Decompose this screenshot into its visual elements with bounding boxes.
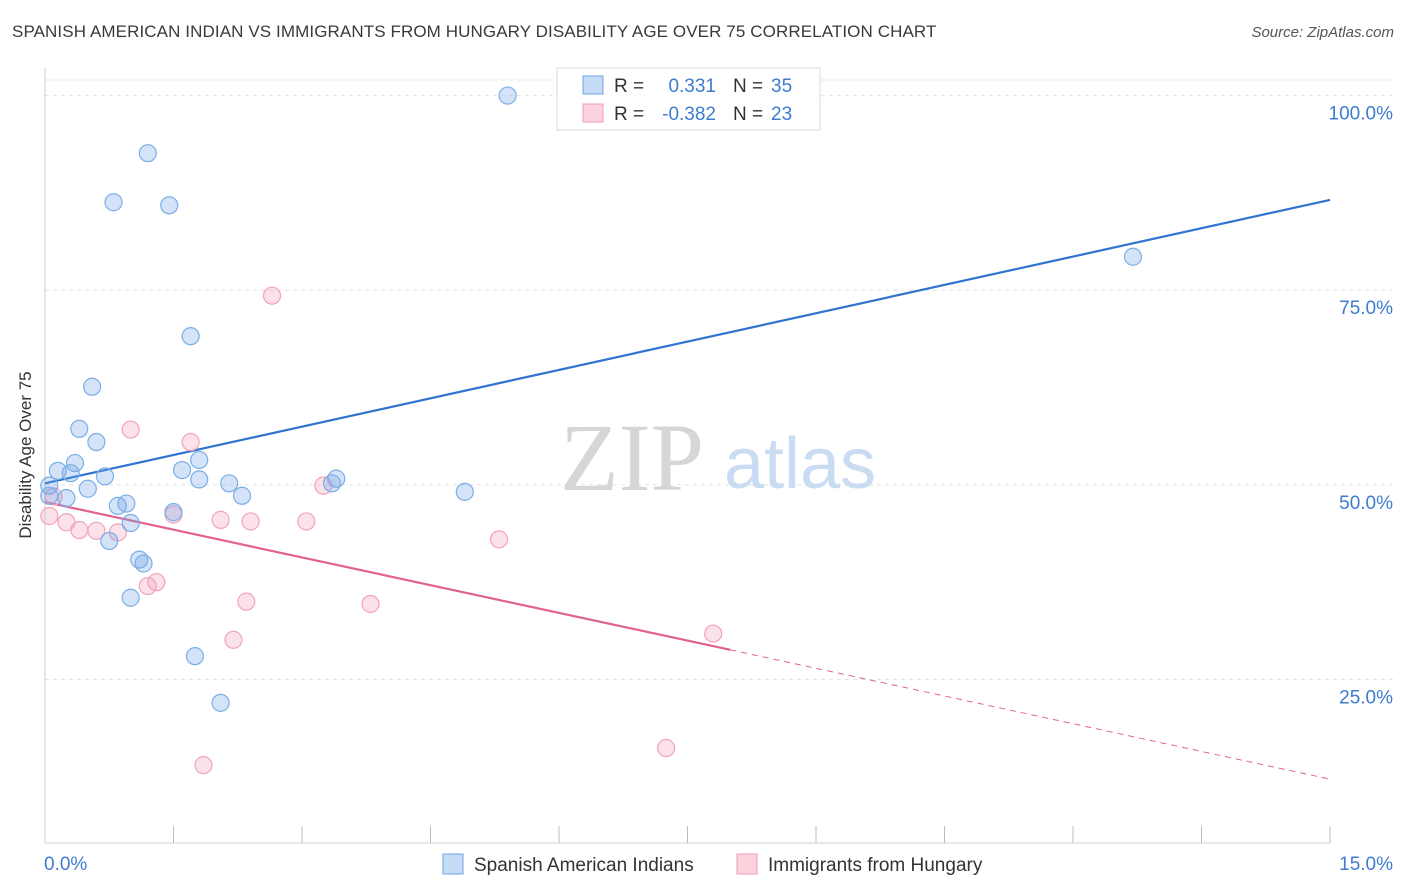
axes: 25.0% 50.0% 75.0% 100.0% 0.0% 15.0% [44,68,1393,875]
source-credit: Source: ZipAtlas.com [1251,24,1394,41]
x-tick-label-min: 0.0% [44,854,87,875]
legend-swatch-pink [582,103,604,123]
legend-r-value-1: 0.331 [668,76,716,97]
blue-point-19 [40,476,59,495]
blue-point-12 [61,464,80,483]
series-legend: Spanish American Indians Immigrants from… [442,853,983,876]
pink-point-16 [138,576,157,596]
legend-r-label-2: R = [614,104,644,125]
blue-point-2 [104,193,123,212]
blue-point-20 [78,479,97,498]
pink-point-1 [121,420,140,439]
blue-point-31 [134,554,153,573]
blue-point-4 [1123,247,1143,266]
watermark: ZIP atlas [560,404,876,511]
blue-point-6 [83,377,102,396]
blue-point-0 [498,86,517,105]
pink-point-0 [262,286,282,305]
blue-point-15 [190,470,209,489]
watermark-zip: ZIP [560,404,704,511]
stats-legend: R = 0.331 N = 35 R = -0.382 N = 23 [556,67,821,131]
blue-point-9 [65,453,85,473]
blue-point-1 [138,144,157,163]
y-tick-label-75: 75.0% [1339,298,1393,319]
trend-lines [44,198,1331,780]
blue-point-27 [164,503,183,522]
blue-point-13 [95,467,115,486]
series-legend-swatch-pink [736,853,758,875]
series-legend-label-blue: Spanish American Indians [474,855,694,876]
blue-point-7 [70,419,89,438]
pink-trend-line-extension [730,649,1331,780]
series-legend-swatch-blue [442,853,464,875]
y-tick-label-50: 50.0% [1339,493,1393,514]
blue-point-22 [57,488,76,508]
pink-point-18 [361,594,380,614]
pink-point-2 [181,432,200,452]
blue-point-16 [220,474,239,493]
pink-point-17 [237,592,256,611]
legend-r-value-2: -0.382 [662,104,716,125]
blue-point-29 [100,531,119,551]
legend-n-value-1: 35 [771,76,792,97]
blue-point-8 [87,432,106,452]
pink-point-21 [656,738,676,758]
legend-swatch-blue [582,75,604,95]
pink-point-9 [241,512,260,531]
blue-point-28 [121,513,140,533]
blue-point-10 [190,450,209,470]
pink-point-19 [704,624,723,643]
blue-point-23 [232,486,252,505]
blue-point-33 [185,647,205,666]
legend-n-label-1: N = [733,76,763,97]
blue-point-18 [322,474,342,493]
pink-point-10 [297,512,316,531]
blue-point-34 [211,693,230,712]
pink-point-20 [224,630,243,649]
x-tick-label-max: 15.0% [1339,854,1393,875]
grid-lines [45,79,1393,680]
pink-trend-line [44,500,731,651]
y-tick-label-100: 100.0% [1329,104,1394,125]
blue-point-21 [40,486,59,505]
blue-point-26 [117,494,136,513]
pink-point-11 [70,520,89,540]
blue-point-24 [455,482,474,501]
pink-point-12 [87,521,106,540]
pink-point-8 [211,510,230,529]
chart-title: SPANISH AMERICAN INDIAN VS IMMIGRANTS FR… [12,22,937,41]
watermark-atlas: atlas [724,424,876,504]
pink-point-22 [194,756,213,775]
y-tick-label-25: 25.0% [1339,688,1393,709]
series-legend-label-pink: Immigrants from Hungary [768,855,983,876]
blue-point-5 [181,327,200,346]
data-points [40,86,1143,775]
blue-point-14 [172,460,192,480]
blue-point-32 [121,588,140,607]
blue-trend-line [44,198,1331,485]
legend-n-value-2: 23 [771,104,792,125]
pink-point-14 [489,530,509,549]
pink-point-6 [40,506,59,526]
blue-point-3 [160,196,179,215]
legend-n-label-2: N = [733,104,763,125]
pink-point-15 [147,573,166,592]
legend-r-label-1: R = [614,76,644,97]
